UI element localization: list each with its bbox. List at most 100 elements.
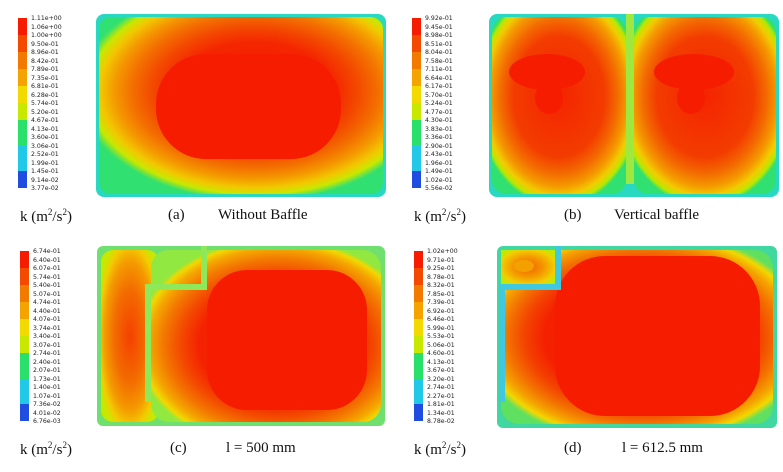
colorbar-segment [414, 259, 423, 268]
colorbar-segment [412, 94, 421, 103]
tick-label: 5.20e-01 [31, 108, 59, 116]
colorbar-segment [412, 145, 421, 154]
tick-label: 9.25e-01 [427, 265, 455, 272]
tick-label: 5.06e-01 [427, 341, 455, 349]
caption-letter-a: (a) [168, 207, 185, 223]
colorbar-segment [18, 111, 27, 120]
tick-label: 9.45e-01 [425, 23, 453, 31]
core-d [555, 256, 760, 416]
colorbar-segment [414, 336, 423, 345]
k-unit-tail: /s [446, 209, 457, 225]
tick-label: 4.07e-01 [33, 316, 61, 323]
k-label-text: k (m [414, 209, 442, 225]
tick-label: 6.07e-01 [33, 265, 61, 272]
baffle-c-vertical [145, 284, 151, 402]
colorbar-segment [412, 137, 421, 146]
tick-label: 6.28e-01 [31, 91, 59, 99]
colorbar-segment [18, 128, 27, 137]
k-unit-tail: /s [446, 442, 457, 458]
tick-label: 7.39e-01 [427, 299, 455, 306]
contour-plot-c [97, 246, 385, 426]
k-label-text: k (m [414, 442, 442, 458]
colorbar-segment [18, 120, 27, 129]
tick-label: 2.52e-01 [31, 151, 59, 158]
tick-label: 6.40e-01 [33, 256, 61, 264]
tick-label: 7.35e-01 [31, 74, 59, 82]
tick-label: 4.77e-01 [425, 108, 453, 116]
tick-label: 5.74e-01 [33, 273, 61, 281]
core-b-left-2 [535, 82, 563, 114]
colorbar-segment [414, 395, 423, 404]
colorbar-segment [18, 103, 27, 112]
colorbar-segment [414, 293, 423, 302]
colorbar-segment [414, 319, 423, 328]
caption-letter-c: (c) [170, 440, 187, 456]
tick-label: 7.58e-01 [425, 57, 453, 65]
colorbar-segment [412, 69, 421, 78]
colorbar-segment [412, 52, 421, 61]
sup-2: 2 [441, 440, 447, 450]
colorbar-segment [20, 276, 29, 285]
colorbar-segment [414, 302, 423, 311]
tick-label: 2.74e-01 [33, 350, 61, 357]
colorbar-segment [412, 128, 421, 137]
tick-label: 1.02e-01 [425, 176, 453, 184]
colorbar-segment [18, 43, 27, 52]
colorbar-segment [412, 35, 421, 44]
colorbar-segment [412, 26, 421, 35]
caption-title-a: Without Baffle [218, 207, 308, 223]
core-b-right [654, 54, 734, 90]
tick-label: 6.64e-01 [425, 74, 453, 82]
tick-label: 5.74e-01 [31, 100, 59, 107]
tick-label: 1.45e-01 [31, 168, 59, 175]
tick-label: 5.24e-01 [425, 100, 453, 107]
colorbar-segment [18, 171, 27, 180]
sup-2: 2 [62, 207, 67, 217]
colorbar-segment [20, 378, 29, 387]
tick-label: 3.74e-01 [33, 324, 61, 332]
colorbar-segment [412, 103, 421, 112]
colorbar-segment [20, 293, 29, 302]
tick-label: 6.17e-01 [425, 83, 453, 90]
baffle-d-horizontal [499, 284, 559, 290]
core-d-corner [514, 260, 534, 272]
tick-label: 1.81e-01 [427, 401, 455, 408]
core-a [156, 54, 341, 159]
colorbar-segment [20, 361, 29, 370]
sup-2: 2 [47, 440, 53, 450]
caption-title-b: Vertical baffle [614, 207, 700, 223]
colorbar-segment [18, 145, 27, 154]
tick-label: 6.81e-01 [31, 83, 59, 90]
colorbar-segment [412, 60, 421, 69]
baffle-c-horizontal [145, 284, 205, 290]
colorbar-segment [414, 353, 423, 362]
tick-label: 6.46e-01 [427, 316, 455, 323]
tick-label: 3.20e-01 [427, 375, 455, 383]
tick-label: 1.06e+00 [31, 23, 62, 31]
colorbar-segment [412, 179, 421, 188]
k-label-text: k (m [20, 209, 48, 225]
colorbar-segment [414, 285, 423, 294]
colorbar-segment [20, 370, 29, 379]
colorbar-segment [414, 378, 423, 387]
tick-label: 7.85e-01 [427, 290, 455, 298]
tick-label: 8.04e-01 [425, 49, 453, 56]
k-label-d: k (m2/s2) [414, 440, 466, 458]
colorbar-segment [412, 120, 421, 129]
colorbar-segment [20, 259, 29, 268]
tick-label: 5.07e-01 [33, 290, 61, 298]
tick-label: 8.78e-02 [427, 418, 455, 425]
tick-label: 3.07e-01 [33, 341, 61, 349]
tick-label: 6.74e-01 [33, 248, 61, 255]
colorbar-segment [414, 361, 423, 370]
tick-label: 8.42e-01 [31, 57, 59, 65]
tick-label: 2.27e-01 [427, 392, 455, 400]
tick-label: 3.83e-01 [425, 125, 453, 133]
colorbar-segment [414, 404, 423, 413]
colorbar-segment [414, 412, 423, 421]
colorbar-d-gradient [414, 251, 423, 421]
tick-label: 4.13e-01 [31, 125, 59, 133]
colorbar-segment [412, 77, 421, 86]
core-c [207, 270, 367, 410]
tick-label: 8.32e-01 [427, 282, 455, 289]
